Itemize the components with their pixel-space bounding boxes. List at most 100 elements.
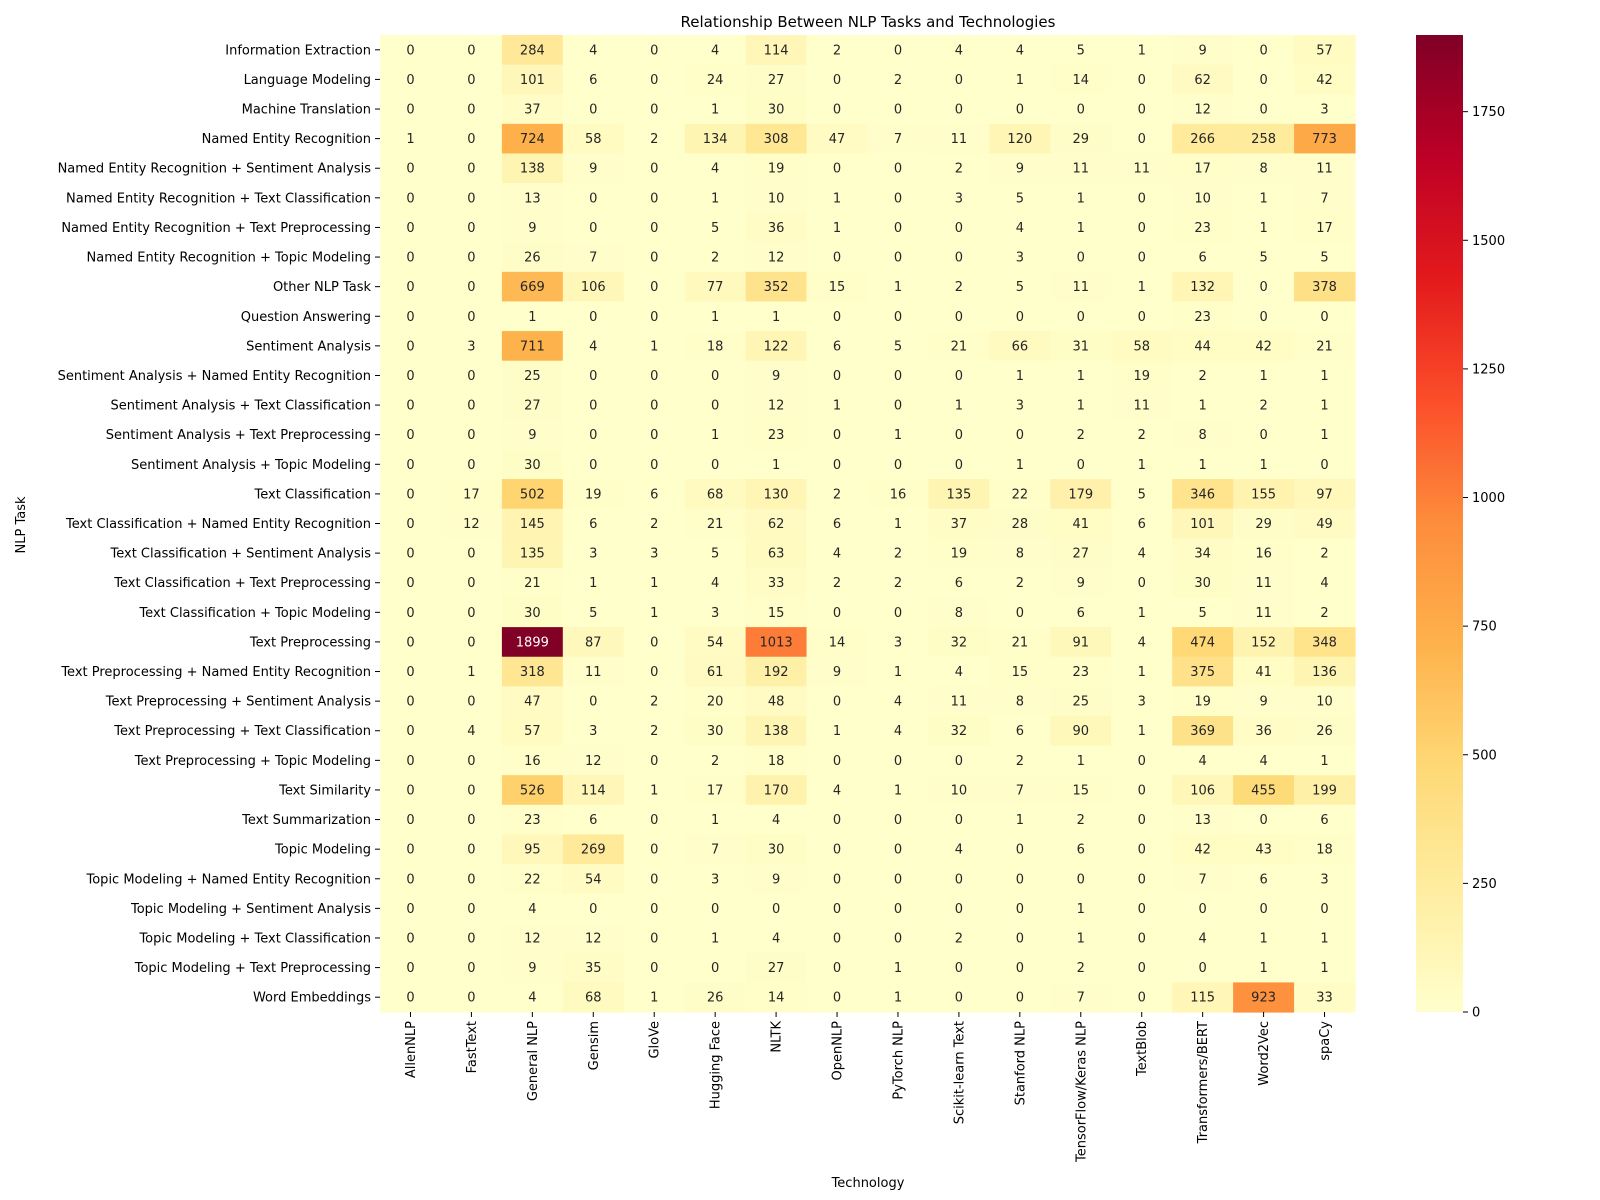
heatmap-cell xyxy=(684,508,747,539)
heatmap-cell xyxy=(1294,331,1356,362)
heatmap-cell xyxy=(684,863,747,895)
cell-value-label: 0 xyxy=(1320,310,1328,325)
cell-value-label: 0 xyxy=(406,783,414,798)
cell-value-label: 6 xyxy=(589,73,597,88)
heatmap-cell xyxy=(1172,567,1234,599)
cell-value-label: 1 xyxy=(1077,221,1085,236)
heatmap-cell xyxy=(380,538,442,569)
heatmap-cell xyxy=(623,656,686,687)
heatmap-cell xyxy=(501,35,564,66)
heatmap-cell xyxy=(501,804,564,835)
cell-value-label: 33 xyxy=(768,576,785,591)
cell-value-label: 11 xyxy=(1073,280,1090,295)
cell-value-label: 1 xyxy=(589,576,597,591)
cell-value-label: 14 xyxy=(768,991,785,1006)
cell-value-label: 2 xyxy=(650,724,658,739)
cell-value-label: 4 xyxy=(1016,221,1024,236)
cell-value-label: 152 xyxy=(1251,635,1276,650)
heatmap-cell xyxy=(562,715,625,747)
cell-value-label: 0 xyxy=(894,843,902,858)
heatmap-cell xyxy=(1233,242,1295,273)
cell-value-label: 0 xyxy=(955,310,963,325)
heatmap-cell xyxy=(1233,775,1295,806)
cell-value-label: 5 xyxy=(894,339,902,354)
heatmap-cell xyxy=(623,834,686,865)
heatmap-cell xyxy=(928,449,990,480)
heatmap-cell xyxy=(1111,745,1173,776)
heatmap-cell xyxy=(562,508,625,539)
cell-value-label: 0 xyxy=(1259,902,1267,917)
heatmap-cell xyxy=(380,982,442,1013)
colorbar-tick-label: 750 xyxy=(1472,620,1497,635)
cell-value-label: 2 xyxy=(1259,399,1267,414)
heatmap-cell xyxy=(440,893,503,924)
heatmap-cell xyxy=(1172,271,1234,303)
cell-value-label: 0 xyxy=(1016,428,1024,443)
heatmap-cell xyxy=(1111,360,1173,391)
heatmap-cell xyxy=(1294,508,1356,539)
heatmap-cell xyxy=(867,686,930,717)
heatmap-cell xyxy=(1111,893,1173,924)
cell-value-label: 0 xyxy=(467,191,475,206)
heatmap-cell xyxy=(440,271,503,303)
cell-value-label: 0 xyxy=(589,399,597,414)
cell-value-label: 132 xyxy=(1190,280,1215,295)
cell-value-label: 0 xyxy=(955,754,963,769)
heatmap-cell xyxy=(562,863,625,895)
heatmap-cell xyxy=(1294,212,1356,243)
cell-value-label: 0 xyxy=(894,458,902,473)
row-label: Named Entity Recognition + Topic Modelin… xyxy=(87,251,372,266)
cell-value-label: 0 xyxy=(467,695,475,710)
cell-value-label: 0 xyxy=(833,843,841,858)
cell-value-label: 258 xyxy=(1251,132,1276,147)
heatmap-cell xyxy=(1172,242,1234,273)
heatmap-cell xyxy=(684,745,747,776)
cell-value-label: 0 xyxy=(833,872,841,887)
cell-value-label: 0 xyxy=(1138,251,1146,266)
cell-value-label: 122 xyxy=(764,339,789,354)
heatmap-cell xyxy=(1294,360,1356,391)
heatmap-cell xyxy=(1233,597,1295,628)
cell-value-label: 0 xyxy=(1320,902,1328,917)
heatmap-cell xyxy=(989,183,1051,214)
heatmap-cell xyxy=(684,982,747,1013)
heatmap-cell xyxy=(745,923,808,954)
heatmap-cell xyxy=(562,271,625,303)
cell-value-label: 0 xyxy=(406,724,414,739)
cell-value-label: 31 xyxy=(1073,339,1090,354)
heatmap-cell xyxy=(867,390,930,421)
cell-value-label: 923 xyxy=(1251,991,1276,1006)
column-label: Transformers/BERT xyxy=(1196,1021,1211,1144)
heatmap-cell xyxy=(1233,123,1295,155)
heatmap-cell xyxy=(440,982,503,1013)
heatmap-cell xyxy=(1111,686,1173,717)
heatmap-cell xyxy=(1294,449,1356,480)
heatmap-cell xyxy=(1111,804,1173,835)
heatmap-cell xyxy=(562,952,625,983)
heatmap-cell xyxy=(806,360,869,391)
heatmap-cell xyxy=(1294,271,1356,303)
heatmap-cell xyxy=(806,804,869,835)
heatmap-cell xyxy=(440,123,503,155)
heatmap-cell xyxy=(623,360,686,391)
cell-value-label: 0 xyxy=(833,73,841,88)
heatmap-cell xyxy=(1233,686,1295,717)
cell-value-label: 6 xyxy=(1016,724,1024,739)
cell-value-label: 27 xyxy=(1073,547,1090,562)
heatmap-cell xyxy=(380,627,442,658)
cell-value-label: 0 xyxy=(833,931,841,946)
cell-value-label: 0 xyxy=(650,428,658,443)
cell-value-label: 1013 xyxy=(760,635,793,650)
heatmap-cell xyxy=(562,123,625,155)
cell-value-label: 0 xyxy=(650,635,658,650)
heatmap-cell xyxy=(745,656,808,687)
heatmap-cell xyxy=(1050,242,1112,273)
cell-value-label: 41 xyxy=(1073,517,1090,532)
heatmap-cell xyxy=(380,686,442,717)
cell-value-label: 4 xyxy=(528,902,536,917)
cell-value-label: 2 xyxy=(1320,606,1328,621)
cell-value-label: 1 xyxy=(894,517,902,532)
heatmap-cell xyxy=(1050,123,1112,155)
cell-value-label: 0 xyxy=(772,902,780,917)
cell-value-label: 0 xyxy=(833,961,841,976)
